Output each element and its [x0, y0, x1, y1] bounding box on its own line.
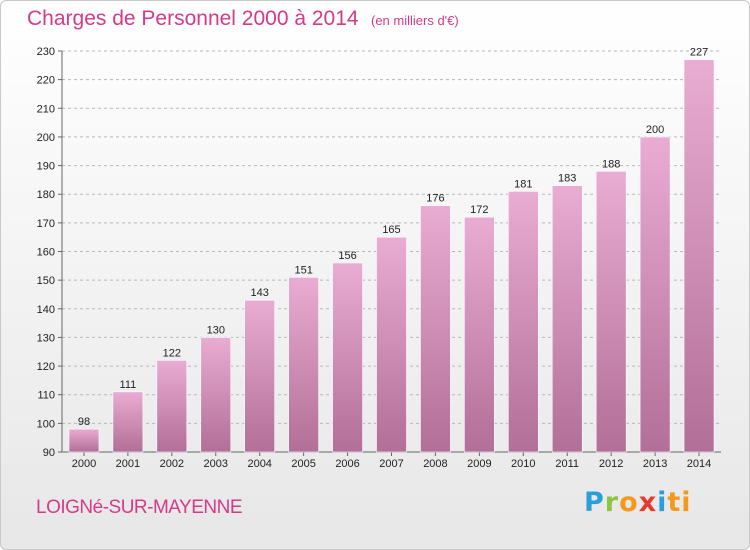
x-tick-label: 2004 — [247, 458, 271, 470]
bar[interactable] — [639, 136, 671, 453]
data-label: 111 — [120, 379, 137, 391]
y-tick-label: 120 — [37, 361, 55, 373]
y-tick-label: 90 — [43, 447, 55, 459]
data-labels: 98 111 122 130 143 151 156 165 176 172 181 183 188 20… — [78, 47, 708, 428]
data-label: 143 — [251, 287, 269, 299]
y-tick-label: 100 — [37, 418, 55, 430]
bar[interactable] — [683, 59, 715, 453]
x-tick-label: 2012 — [599, 458, 623, 470]
bar[interactable] — [68, 428, 100, 453]
bar[interactable] — [464, 216, 495, 453]
bar[interactable] — [376, 236, 407, 453]
chart-subtitle: (en milliers d'€) — [371, 13, 459, 28]
data-label: 172 — [470, 204, 488, 216]
y-tick-label: 140 — [37, 304, 55, 316]
y-tick-label: 150 — [37, 275, 55, 287]
bar[interactable] — [112, 391, 144, 453]
x-tick-label: 2013 — [643, 458, 667, 470]
x-tick-label: 2008 — [423, 458, 447, 470]
bar[interactable] — [244, 299, 275, 453]
x-tick-label: 2010 — [511, 458, 535, 470]
y-tick-label: 130 — [37, 332, 55, 344]
x-tick-label: 2007 — [379, 458, 403, 470]
x-tick-label: 2002 — [160, 458, 184, 470]
x-tick-label: 2014 — [687, 458, 711, 470]
bar[interactable] — [507, 191, 539, 453]
data-label: 200 — [646, 124, 664, 136]
y-tick-label: 210 — [37, 103, 55, 115]
data-label: 188 — [602, 158, 620, 170]
data-label: 130 — [207, 324, 225, 336]
data-label: 176 — [426, 193, 444, 205]
x-tick-label: 2000 — [72, 458, 96, 470]
place-name: LOIGNé-SUR-MAYENNE — [36, 497, 243, 518]
data-label: 181 — [514, 178, 532, 190]
bar[interactable] — [288, 276, 319, 453]
data-label: 183 — [558, 173, 576, 185]
x-tick-label: 2009 — [467, 458, 491, 470]
bar[interactable] — [200, 337, 232, 453]
y-tick-label: 160 — [37, 247, 55, 259]
data-label: 122 — [163, 347, 181, 359]
y-tick-label: 230 — [37, 46, 55, 58]
data-label: 151 — [294, 264, 312, 276]
y-tick-label: 110 — [37, 390, 55, 402]
x-tick-label: 2003 — [204, 458, 228, 470]
y-tick-label: 200 — [37, 132, 55, 144]
bar[interactable] — [595, 171, 627, 453]
bar[interactable] — [551, 185, 583, 453]
x-tick-label: 2011 — [555, 458, 579, 470]
y-tick-label: 180 — [37, 189, 55, 201]
data-label: 227 — [690, 47, 708, 59]
y-tick-label: 220 — [37, 75, 55, 87]
chart-title: Charges de Personnel 2000 à 2014 — [27, 7, 359, 30]
y-tick-label: 170 — [37, 218, 55, 230]
data-label: 165 — [382, 224, 400, 236]
bar[interactable] — [332, 262, 363, 453]
data-label: 156 — [338, 250, 356, 262]
bar[interactable] — [420, 205, 451, 453]
bars — [68, 59, 715, 453]
data-label: 98 — [78, 416, 90, 428]
proxiti-logo[interactable]: Proxiti — [584, 487, 692, 518]
x-tick-label: 2001 — [116, 458, 140, 470]
x-tick-label: 2005 — [291, 458, 315, 470]
y-tick-label: 190 — [37, 161, 55, 173]
x-tick-label: 2006 — [335, 458, 359, 470]
bar[interactable] — [156, 360, 188, 453]
